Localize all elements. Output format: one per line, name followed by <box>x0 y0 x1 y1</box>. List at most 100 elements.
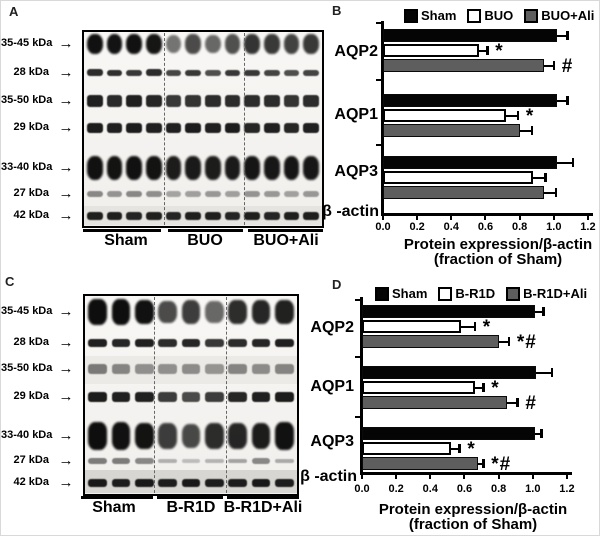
kda-label: 28 kDa <box>13 66 49 78</box>
arrow-icon: → <box>58 64 74 81</box>
blot-band <box>126 190 143 198</box>
blot-band <box>106 212 123 220</box>
arrow-icon: → <box>58 334 74 351</box>
blot-band <box>181 363 201 375</box>
lane-group-separator <box>154 297 155 493</box>
blot-band <box>126 212 143 220</box>
blot-band <box>228 391 247 403</box>
blot-band <box>251 422 271 450</box>
blot-band <box>303 34 320 54</box>
kda-label: 28 kDa <box>13 336 49 348</box>
error-bar <box>557 161 573 164</box>
blot-band <box>181 478 201 488</box>
legend-label: Sham <box>421 8 457 23</box>
blot-band <box>185 69 202 77</box>
y-axis-tick <box>376 144 381 146</box>
blot-band <box>228 363 247 375</box>
y-axis-tick <box>376 22 381 24</box>
x-tick-label: 0.8 <box>490 483 507 495</box>
blot-band <box>228 478 247 488</box>
x-axis <box>381 213 593 216</box>
arrow-icon: → <box>58 360 74 377</box>
legend-item-buo-ali: BUO+Ali <box>524 8 594 23</box>
blot-band <box>224 155 241 181</box>
x-axis-title-line2: (fraction of Sham) <box>408 516 538 533</box>
bar-b-r1d-aqp3 <box>362 442 451 455</box>
x-axis-title-line1: Protein expression/β-actin <box>403 236 593 253</box>
blot-band <box>88 363 107 375</box>
error-bar <box>534 432 542 435</box>
error-bar <box>507 401 518 404</box>
blot-band <box>88 391 107 403</box>
blot-band <box>126 33 143 55</box>
blot-band <box>158 300 177 324</box>
blot-band <box>88 422 107 450</box>
y-axis-tick <box>376 79 381 81</box>
blot-band <box>86 69 103 77</box>
error-bar-cap <box>530 126 534 135</box>
blot-band <box>145 123 162 133</box>
blot-band <box>205 392 224 402</box>
error-bar <box>461 325 475 328</box>
blot-band <box>111 299 131 325</box>
bar-buo-aqp3 <box>383 171 534 184</box>
blot-band <box>185 34 202 54</box>
x-tick-label: 0.8 <box>511 221 528 233</box>
category-label-aqp3: AQP3 <box>310 433 354 450</box>
blot-band <box>263 34 280 54</box>
blot-band <box>158 423 177 449</box>
x-axis-tick <box>586 215 589 220</box>
category-label-aqp3: AQP3 <box>334 163 378 180</box>
blot-band <box>275 391 294 403</box>
legend-swatch-b-r1d-ali <box>506 286 521 301</box>
legend-swatch-buo <box>467 8 482 23</box>
blot-band <box>275 363 294 375</box>
blot-band <box>205 458 224 464</box>
x-tick-label: 0.6 <box>456 483 473 495</box>
bar-buo-aqp2 <box>383 44 479 57</box>
significance-marker: # <box>561 56 574 77</box>
x-tick-label: 1.2 <box>580 221 596 233</box>
blot-band <box>244 212 261 220</box>
bar-b-r1d-aqp2 <box>362 320 462 333</box>
error-bar <box>557 99 568 102</box>
x-axis-tick <box>429 474 432 479</box>
blot-band <box>283 69 300 77</box>
x-axis <box>360 472 572 475</box>
blot-band <box>224 123 241 133</box>
blot-band <box>106 69 123 77</box>
bar-sham-aqp1 <box>383 94 558 107</box>
blot-band <box>224 212 241 220</box>
error-bar-cap <box>554 188 557 197</box>
error-bar <box>450 447 460 450</box>
blot-band <box>205 300 224 323</box>
blot-band <box>303 94 320 107</box>
blot-band <box>185 212 202 220</box>
legend-item-sham: Sham <box>404 8 456 23</box>
kda-label: 33-40 kDa <box>1 429 53 441</box>
baseline-label: β -actin <box>322 203 379 220</box>
blot-band <box>106 155 123 181</box>
error-bar-cap <box>507 337 511 346</box>
blot-band <box>181 458 201 464</box>
error-bar <box>478 49 488 52</box>
blot-band <box>145 155 162 181</box>
significance-marker: * <box>491 378 500 399</box>
blot-band <box>283 212 300 220</box>
blot-band <box>251 478 271 488</box>
blot-band <box>181 338 201 348</box>
error-bar <box>474 386 484 389</box>
blot-band <box>135 422 154 450</box>
blot-band <box>303 212 320 220</box>
legend-item-b-r1d-ali: B-R1D+Ali <box>506 286 587 301</box>
blot-band <box>283 155 300 181</box>
x-axis-tick <box>518 215 521 220</box>
lane-group-separator <box>226 297 227 493</box>
kda-label: 42 kDa <box>13 476 49 488</box>
blot-band <box>275 458 294 464</box>
kda-label: 42 kDa <box>13 209 49 221</box>
blot-band <box>263 69 280 77</box>
blot-band <box>86 190 103 198</box>
blot-band <box>111 391 131 403</box>
group-label-buo: BUO <box>187 232 223 249</box>
